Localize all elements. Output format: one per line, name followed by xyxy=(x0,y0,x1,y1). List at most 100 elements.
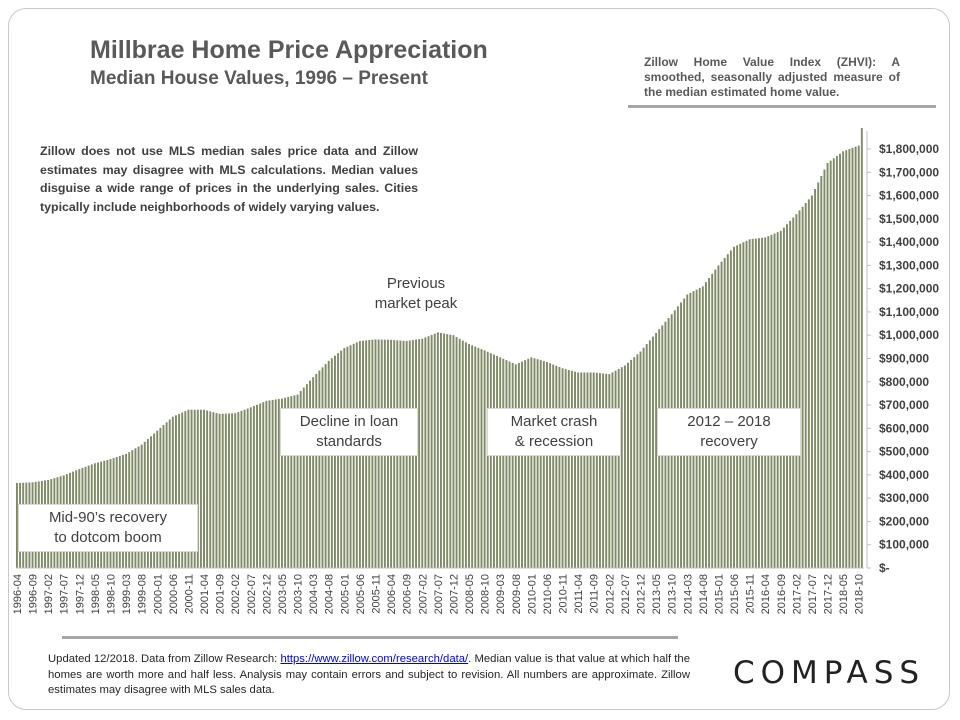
bar xyxy=(449,334,452,568)
x-tick-label: 2007-12 xyxy=(448,574,460,614)
x-tick-label: 2012-02 xyxy=(604,574,616,614)
bar xyxy=(496,355,499,568)
x-tick-label: 2010-01 xyxy=(526,574,538,614)
x-tick-label: 1998-05 xyxy=(90,574,102,614)
bar xyxy=(814,189,817,569)
bar xyxy=(464,342,467,568)
bar xyxy=(748,239,751,568)
x-tick-label: 1999-03 xyxy=(121,574,133,614)
bar xyxy=(754,238,757,568)
x-tick-label: 2008-05 xyxy=(464,574,476,614)
bar xyxy=(206,410,209,568)
bar xyxy=(349,345,352,568)
bar xyxy=(842,151,845,568)
bar xyxy=(489,353,492,568)
bar xyxy=(826,162,829,568)
bar xyxy=(146,439,149,568)
bar xyxy=(521,361,523,568)
bar xyxy=(608,374,611,568)
x-tick-label: 2002-12 xyxy=(261,574,273,614)
bar xyxy=(549,363,552,568)
bar xyxy=(854,146,857,569)
bar xyxy=(832,158,835,568)
bar xyxy=(599,373,601,568)
bar xyxy=(620,367,623,568)
annotation-market-crash: Market crash & recession xyxy=(487,408,621,456)
bar xyxy=(471,345,474,568)
bar xyxy=(505,360,508,568)
footer-divider xyxy=(62,636,678,639)
y-tick-label: $300,000 xyxy=(879,491,929,505)
bar xyxy=(259,403,262,568)
x-tick-label: 2009-08 xyxy=(511,574,523,614)
bar xyxy=(153,433,156,568)
x-tick-label: 2012-07 xyxy=(620,574,632,614)
bar xyxy=(162,425,165,568)
bar xyxy=(508,361,511,568)
x-tick-label: 2016-04 xyxy=(760,574,772,614)
bar xyxy=(16,483,18,568)
y-tick-label: $1,800,000 xyxy=(879,142,939,156)
zillow-research-link[interactable]: https://www.zillow.com/research/data/ xyxy=(280,653,469,665)
bar xyxy=(792,217,795,568)
x-tick-label: 1997-07 xyxy=(59,574,71,614)
bar xyxy=(221,413,224,568)
bar xyxy=(274,399,277,568)
x-tick-label: 2003-05 xyxy=(277,574,289,614)
x-tick-label: 2018-10 xyxy=(854,574,866,614)
annotation-loan-line2: standards xyxy=(316,433,382,450)
bar xyxy=(542,361,545,568)
x-tick-label: 2004-08 xyxy=(324,574,336,614)
bar xyxy=(421,338,424,568)
x-tick-label: 2016-09 xyxy=(776,574,788,614)
annotation-peak-line2: market peak xyxy=(374,295,458,312)
x-tick-label: 2015-11 xyxy=(745,574,757,614)
bar xyxy=(611,372,614,568)
bar xyxy=(427,336,430,568)
bar xyxy=(334,355,336,568)
annotation-recovery-line1: 2012 – 2018 xyxy=(687,413,771,430)
bar xyxy=(305,384,308,568)
bar xyxy=(293,395,296,568)
x-tick-label: 2008-10 xyxy=(480,574,492,614)
bar xyxy=(564,369,567,568)
bar xyxy=(159,427,162,568)
bar xyxy=(558,367,561,568)
x-tick-label: 2013-10 xyxy=(667,574,679,614)
bar xyxy=(246,408,249,568)
bar xyxy=(231,413,234,568)
bar xyxy=(290,396,293,568)
bar xyxy=(639,351,642,568)
y-tick-label: $600,000 xyxy=(879,421,929,435)
compass-logo: COMPASS xyxy=(733,655,926,691)
x-tick-label: 2000-01 xyxy=(152,574,164,614)
y-tick-label: $- xyxy=(879,561,890,575)
x-tick-label: 2001-09 xyxy=(215,574,227,614)
x-tick-label: 2017-12 xyxy=(823,574,835,614)
x-tick-label: 2004-03 xyxy=(308,574,320,614)
bar xyxy=(742,242,745,569)
x-tick-label: 1996-09 xyxy=(28,574,40,614)
bar xyxy=(801,206,804,569)
bar xyxy=(458,338,461,568)
x-tick-label: 2012-12 xyxy=(636,574,648,614)
bar xyxy=(770,234,773,568)
bar xyxy=(256,404,258,568)
disclaimer-note: Zillow does not use MLS median sales pri… xyxy=(30,138,426,220)
x-tick-label: 2005-01 xyxy=(339,574,351,614)
bar xyxy=(860,128,863,569)
bar xyxy=(577,372,580,568)
bar xyxy=(215,413,218,568)
bar xyxy=(486,351,489,568)
x-tick-label: 2003-10 xyxy=(293,574,305,614)
footer-text-after: . Median value is that value at which ha… xyxy=(48,653,690,696)
bar xyxy=(196,409,199,568)
x-tick-label: 2015-06 xyxy=(729,574,741,614)
x-axis: 1996-04 1996-09 1997-02 1997-07 1997-12 1998-… xyxy=(12,567,866,614)
annotation-recovery: 2012 – 2018 recovery xyxy=(657,408,801,456)
y-axis: $- $100,000 $200,000 $300,000 $400,000 $500,0… xyxy=(866,131,939,575)
x-tick-label: 2014-08 xyxy=(698,574,710,614)
bar xyxy=(820,176,823,568)
bar xyxy=(346,346,349,568)
bar xyxy=(605,373,608,568)
